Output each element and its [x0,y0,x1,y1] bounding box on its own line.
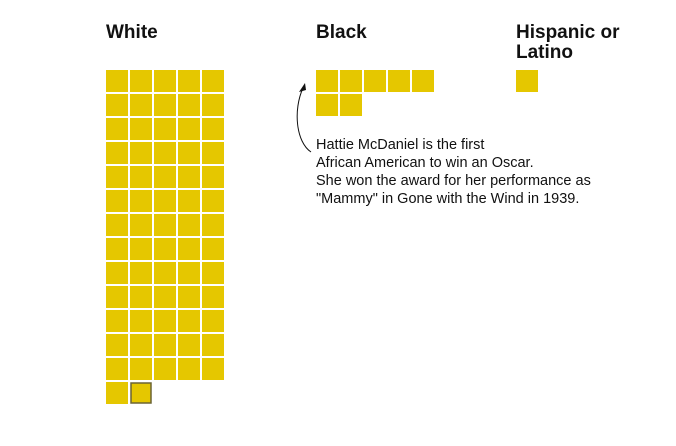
group-title-white: White [106,22,158,43]
waffle-cell [516,70,538,92]
waffle-cell [202,118,224,140]
waffle-cell [202,262,224,284]
waffle-cell [364,70,386,92]
waffle-cell [130,118,152,140]
waffle-cell [316,94,338,116]
waffle-cell [202,70,224,92]
waffle-cell [154,214,176,236]
waffle-cell [178,310,200,332]
waffle-cell [106,358,128,380]
annotation-line: "Mammy" in Gone with the Wind in 1939. [316,191,580,207]
waffle-cell [178,118,200,140]
waffle-cell [106,238,128,260]
waffle-cell [154,286,176,308]
annotation-arrow-line [296,87,312,153]
waffle-cell [316,70,338,92]
waffle-cell [412,70,434,92]
waffle-cell [130,238,152,260]
waffle-cell [106,382,128,404]
waffle-cell [154,94,176,116]
group-title-hispanic-or-latino: Hispanic or Latino [516,22,620,63]
waffle-cell [154,238,176,260]
waffle-cell [178,358,200,380]
waffle-cell [106,286,128,308]
annotation-arrow [296,83,312,153]
waffle-cell [202,190,224,212]
waffle-cell [202,166,224,188]
waffle-cell [154,70,176,92]
waffle-cell-highlighted [130,382,152,404]
waffle-cell [154,166,176,188]
waffle-cell [178,238,200,260]
waffle-cell [154,190,176,212]
waffle-cell [202,214,224,236]
waffle-cell [130,358,152,380]
waffle-cell [106,310,128,332]
annotation-line: African American to win an Oscar. [316,155,534,171]
waffle-cell [130,334,152,356]
annotation-line: She won the award for her performance as [316,173,591,189]
waffle-cell [130,142,152,164]
waffle-cell [106,94,128,116]
annotation-text: Hattie McDaniel is the first African Ame… [316,136,646,208]
waffle-cell [178,190,200,212]
waffle-grid-black [316,70,434,116]
waffle-cell [106,166,128,188]
waffle-cell [106,118,128,140]
group-title-black: Black [316,22,367,43]
waffle-cell [202,358,224,380]
waffle-cell [178,262,200,284]
waffle-cell [388,70,410,92]
waffle-cell [202,142,224,164]
waffle-cell [340,70,362,92]
waffle-grid-hispanic-or-latino [516,70,538,92]
waffle-cell [154,310,176,332]
waffle-cell [202,94,224,116]
waffle-cell [106,142,128,164]
waffle-cell [130,94,152,116]
waffle-cell [202,310,224,332]
waffle-cell [106,70,128,92]
waffle-cell [106,190,128,212]
waffle-cell [154,334,176,356]
waffle-cell [178,142,200,164]
annotation-arrowhead [299,83,306,92]
waffle-cell [106,262,128,284]
waffle-cell [130,166,152,188]
waffle-cell [202,286,224,308]
waffle-cell [178,94,200,116]
waffle-cell [130,70,152,92]
waffle-cell [130,214,152,236]
waffle-cell [154,142,176,164]
waffle-cell [130,262,152,284]
waffle-cell [202,334,224,356]
waffle-cell [130,310,152,332]
waffle-cell [106,214,128,236]
waffle-cell [340,94,362,116]
waffle-cell [202,238,224,260]
waffle-cell [178,286,200,308]
waffle-cell [154,358,176,380]
waffle-cell [130,190,152,212]
waffle-cell [130,286,152,308]
waffle-cell [154,118,176,140]
waffle-grid-white [106,70,224,404]
waffle-cell [178,214,200,236]
waffle-cell [178,70,200,92]
waffle-cell [106,334,128,356]
waffle-cell [178,334,200,356]
annotation-line: Hattie McDaniel is the first [316,137,485,153]
waffle-cell [178,166,200,188]
waffle-cell [154,262,176,284]
